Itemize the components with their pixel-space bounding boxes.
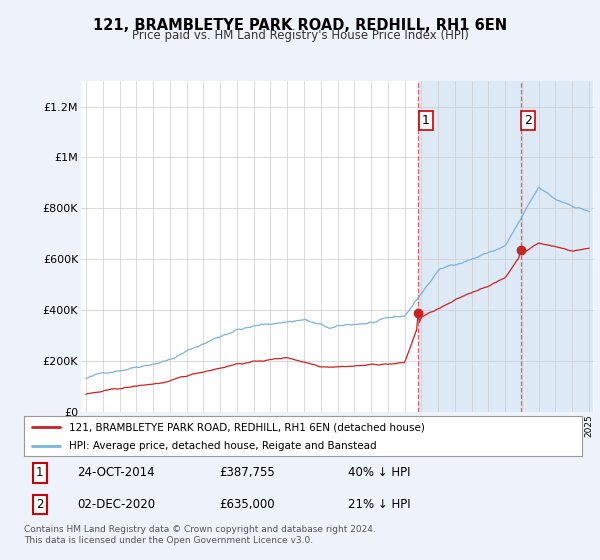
Text: £387,755: £387,755: [220, 466, 275, 479]
Text: 24-OCT-2014: 24-OCT-2014: [77, 466, 155, 479]
Text: 40% ↓ HPI: 40% ↓ HPI: [347, 466, 410, 479]
Text: 2: 2: [36, 498, 43, 511]
Text: 02-DEC-2020: 02-DEC-2020: [77, 498, 155, 511]
Text: 121, BRAMBLETYE PARK ROAD, REDHILL, RH1 6EN: 121, BRAMBLETYE PARK ROAD, REDHILL, RH1 …: [93, 18, 507, 33]
Text: 21% ↓ HPI: 21% ↓ HPI: [347, 498, 410, 511]
Text: £635,000: £635,000: [220, 498, 275, 511]
Text: 2: 2: [524, 114, 532, 127]
Text: Contains HM Land Registry data © Crown copyright and database right 2024.
This d: Contains HM Land Registry data © Crown c…: [24, 525, 376, 545]
Text: 121, BRAMBLETYE PARK ROAD, REDHILL, RH1 6EN (detached house): 121, BRAMBLETYE PARK ROAD, REDHILL, RH1 …: [68, 422, 425, 432]
Text: 1: 1: [36, 466, 43, 479]
Bar: [418, 81, 592, 412]
Text: Price paid vs. HM Land Registry's House Price Index (HPI): Price paid vs. HM Land Registry's House …: [131, 29, 469, 42]
Text: 1: 1: [422, 114, 430, 127]
Text: HPI: Average price, detached house, Reigate and Banstead: HPI: Average price, detached house, Reig…: [68, 441, 376, 451]
